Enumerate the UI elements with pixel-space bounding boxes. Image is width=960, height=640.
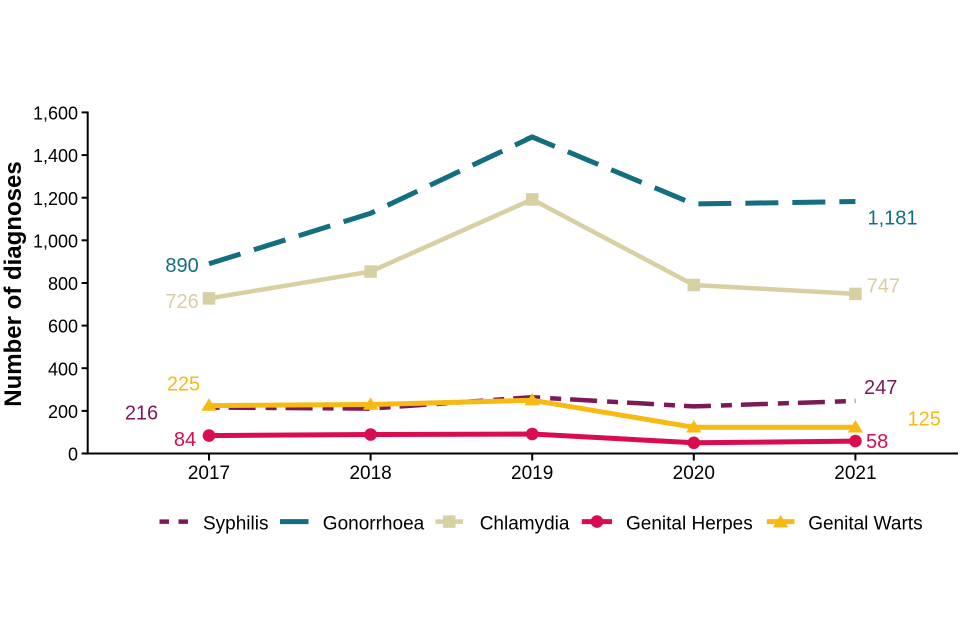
svg-text:2019: 2019 bbox=[511, 463, 553, 484]
svg-text:Gonorrhoea: Gonorrhoea bbox=[323, 514, 425, 535]
svg-text:890: 890 bbox=[165, 255, 198, 277]
svg-text:600: 600 bbox=[48, 317, 78, 337]
svg-text:200: 200 bbox=[48, 402, 78, 422]
svg-text:Number of diagnoses: Number of diagnoses bbox=[0, 161, 27, 406]
svg-text:1,600: 1,600 bbox=[33, 104, 78, 124]
svg-text:1,000: 1,000 bbox=[33, 231, 78, 251]
svg-text:1,400: 1,400 bbox=[33, 146, 78, 166]
svg-text:Genital Warts: Genital Warts bbox=[808, 514, 922, 535]
svg-text:Genital Herpes: Genital Herpes bbox=[626, 514, 753, 535]
svg-text:800: 800 bbox=[48, 274, 78, 294]
svg-text:400: 400 bbox=[48, 359, 78, 379]
svg-text:1,200: 1,200 bbox=[33, 189, 78, 209]
svg-text:247: 247 bbox=[864, 377, 897, 399]
svg-text:125: 125 bbox=[908, 408, 941, 430]
svg-text:225: 225 bbox=[167, 373, 200, 395]
svg-text:58: 58 bbox=[866, 431, 888, 453]
svg-text:747: 747 bbox=[867, 275, 900, 297]
svg-text:2017: 2017 bbox=[188, 463, 230, 484]
svg-text:2018: 2018 bbox=[349, 463, 391, 484]
svg-text:Syphilis: Syphilis bbox=[203, 514, 268, 535]
svg-text:Chlamydia: Chlamydia bbox=[480, 514, 570, 535]
svg-text:2021: 2021 bbox=[834, 463, 876, 484]
svg-text:1,181: 1,181 bbox=[868, 208, 918, 230]
svg-text:2020: 2020 bbox=[673, 463, 715, 484]
svg-text:0: 0 bbox=[68, 445, 78, 465]
svg-text:84: 84 bbox=[174, 429, 196, 451]
svg-text:726: 726 bbox=[165, 291, 198, 313]
svg-text:216: 216 bbox=[125, 402, 158, 424]
